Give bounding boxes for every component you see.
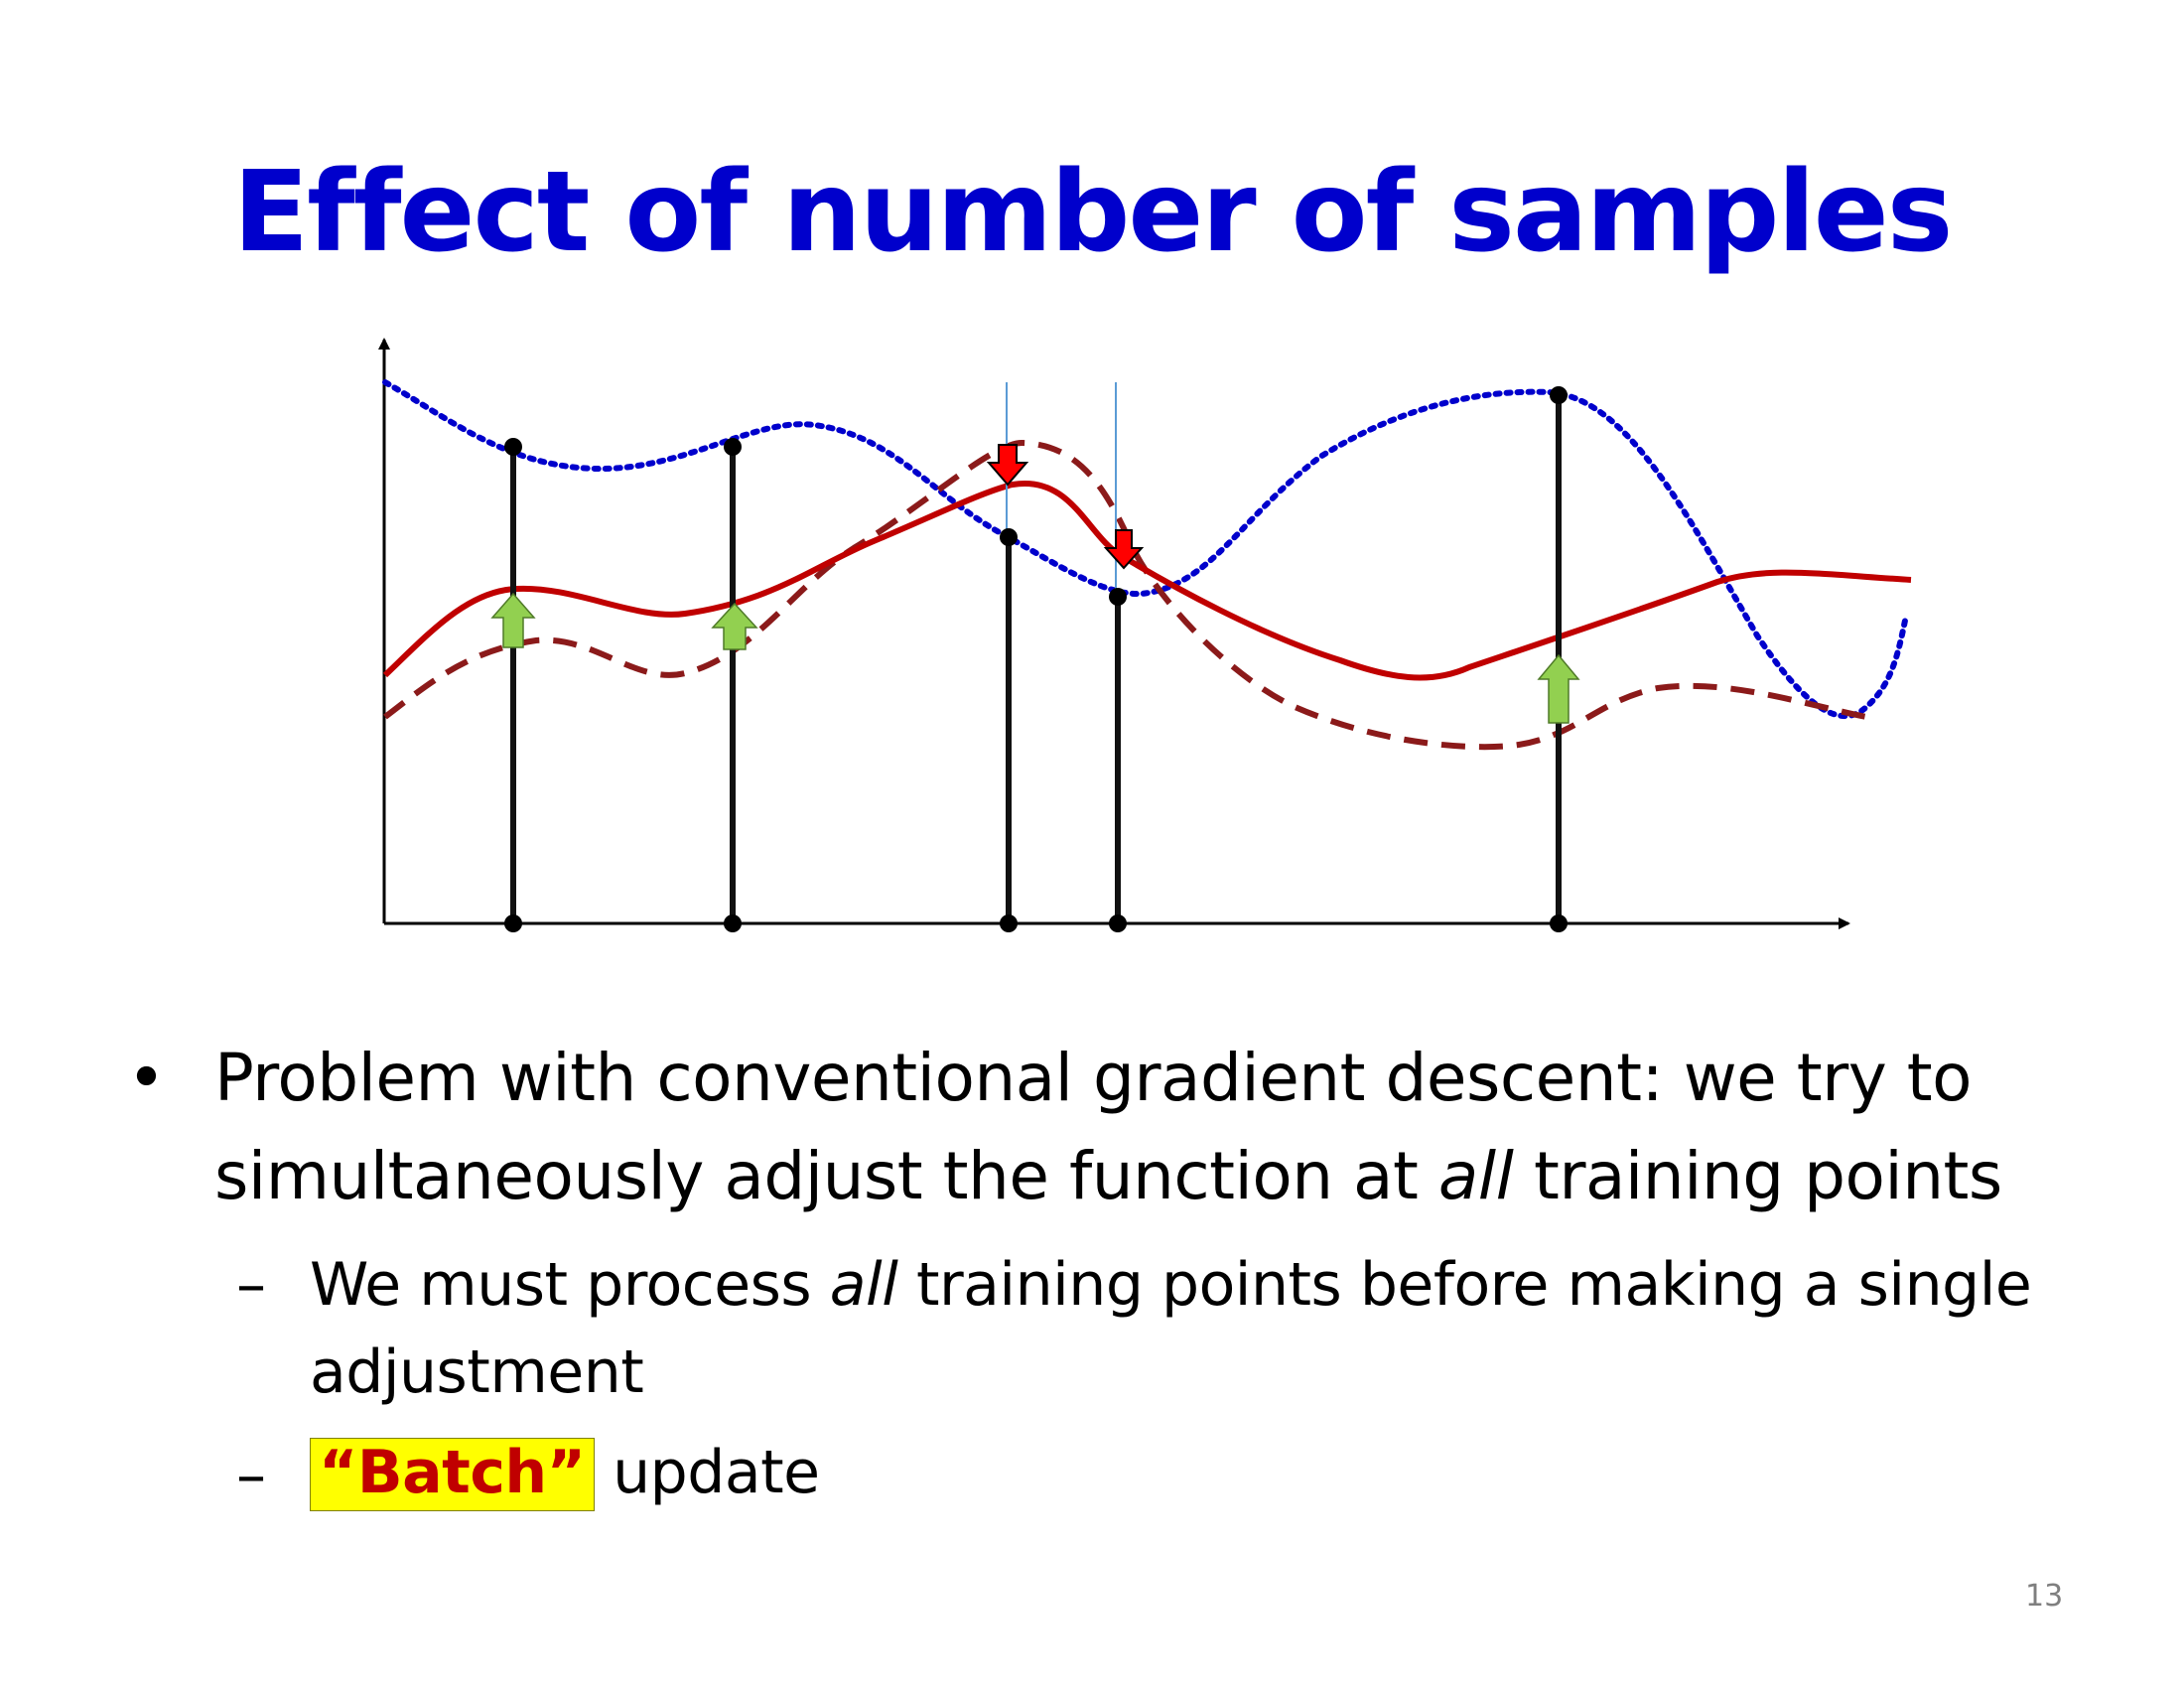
down-arrow-icon — [986, 444, 1029, 487]
sample-base-point — [724, 914, 742, 932]
sample-point — [1000, 528, 1018, 546]
down-arrow-icon — [1103, 529, 1145, 570]
current-fit-curve — [382, 480, 1912, 681]
sample-base-point — [1550, 914, 1568, 932]
sample-point — [504, 438, 522, 456]
sample-point — [1550, 386, 1568, 404]
up-arrow-icon — [711, 602, 758, 650]
target-function-curve — [382, 379, 1909, 720]
sample-point — [1109, 588, 1127, 606]
up-arrow-icon — [490, 592, 536, 648]
sample-base-point — [504, 914, 522, 932]
up-arrow-icon — [1537, 653, 1580, 724]
page-number: 13 — [2025, 1579, 2064, 1614]
sample-base-point — [1109, 914, 1127, 932]
slide-title: Effect of number of samples — [232, 148, 1954, 277]
sample-point — [724, 438, 742, 456]
sample-base-point — [1000, 914, 1018, 932]
